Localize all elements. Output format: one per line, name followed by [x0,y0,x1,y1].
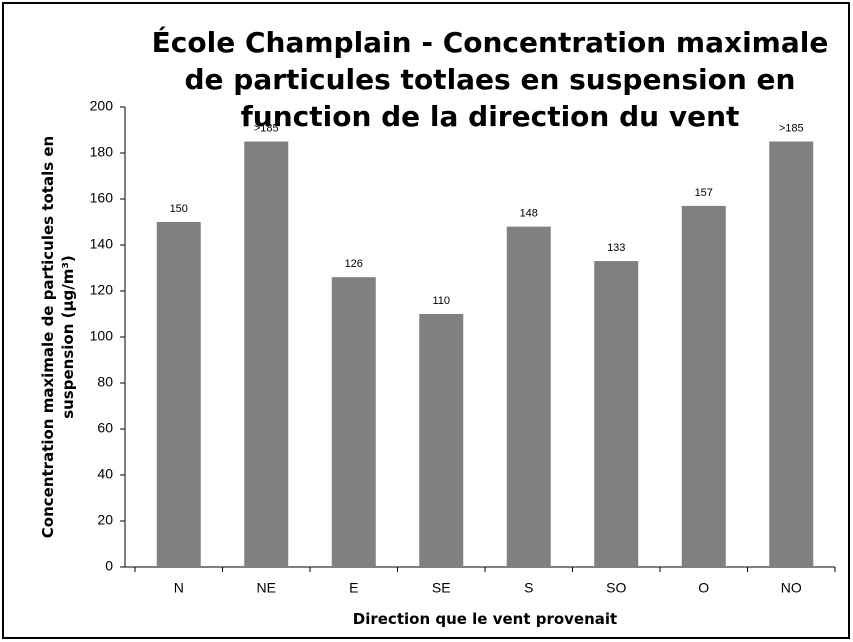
bar [156,222,201,567]
x-axis-label: Direction que le vent provenait [352,610,618,628]
y-tick-label: 80 [97,374,113,390]
y-tick-label: 100 [90,328,114,344]
value-label: >185 [779,122,804,134]
x-tick-label: SE [432,580,451,596]
bar [331,277,376,567]
y-tick-label: 40 [97,466,113,482]
y-tick-label: 0 [105,558,113,574]
y-tick-label: 180 [90,144,114,160]
y-tick-label: 200 [90,98,114,114]
x-tick-label: S [524,580,533,596]
y-tick-label: 160 [90,190,114,206]
x-tick-label: N [174,580,184,596]
x-tick-label: E [349,580,358,596]
bar [594,261,639,567]
chart-title: École Champlain - Concentration maximale… [151,26,829,133]
value-label: 157 [695,187,713,199]
bar [419,314,464,567]
x-tick-label: SO [606,580,626,596]
x-tick-label: NE [257,580,276,596]
x-tick-label: NO [781,580,802,596]
y-tick-label: 140 [90,236,114,252]
value-label: >185 [254,122,279,134]
y-tick-label: 60 [97,420,113,436]
y-axis-label: Concentration maximale de particules tot… [39,135,77,539]
value-label: 150 [170,203,188,215]
bar [244,141,289,567]
value-label: 148 [520,208,538,220]
value-label: 133 [607,242,625,254]
bar [506,226,551,567]
x-tick-label: O [698,580,709,596]
bar [769,141,814,567]
y-tick-label: 20 [97,512,113,528]
bar [681,205,726,567]
value-label: 126 [345,258,363,270]
value-label: 110 [432,295,450,307]
y-tick-label: 120 [90,282,114,298]
